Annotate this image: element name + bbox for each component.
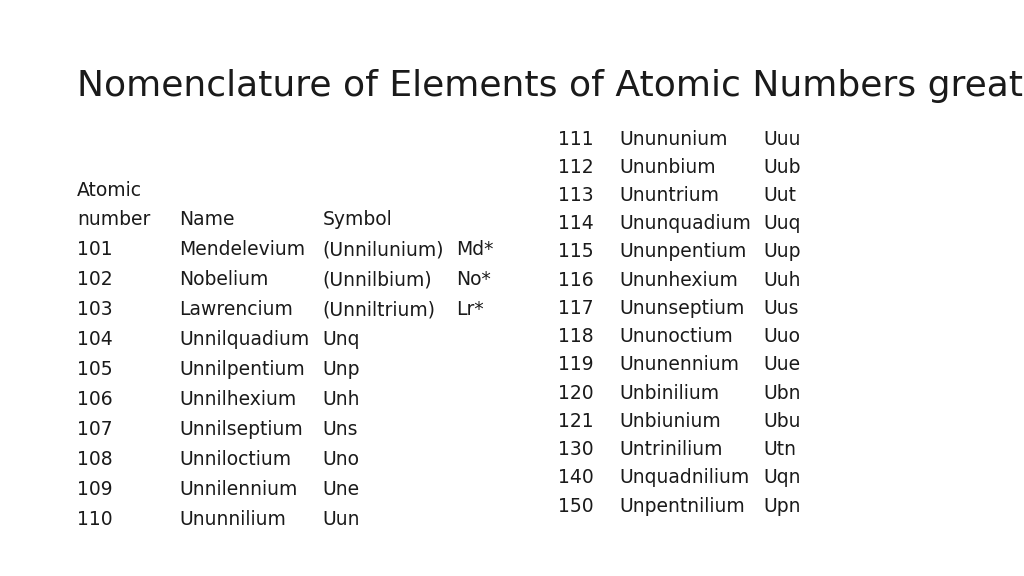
- Text: 108: 108: [77, 450, 113, 469]
- Text: Uus: Uus: [763, 299, 799, 318]
- Text: 119: 119: [558, 355, 594, 374]
- Text: Unbiunium: Unbiunium: [620, 412, 721, 431]
- Text: Unquadnilium: Unquadnilium: [620, 468, 750, 487]
- Text: Ununnilium: Ununnilium: [179, 510, 286, 529]
- Text: Unh: Unh: [323, 390, 360, 409]
- Text: 106: 106: [77, 390, 113, 409]
- Text: number: number: [77, 210, 151, 229]
- Text: 118: 118: [558, 327, 594, 346]
- Text: 116: 116: [558, 271, 594, 290]
- Text: Utn: Utn: [763, 440, 796, 459]
- Text: Name: Name: [179, 210, 234, 229]
- Text: Unnilseptium: Unnilseptium: [179, 420, 303, 439]
- Text: Lr*: Lr*: [456, 300, 483, 319]
- Text: 150: 150: [558, 497, 594, 516]
- Text: 117: 117: [558, 299, 594, 318]
- Text: Uuu: Uuu: [763, 130, 801, 149]
- Text: Ununseptium: Ununseptium: [620, 299, 744, 318]
- Text: Unnilpentium: Unnilpentium: [179, 360, 305, 379]
- Text: 140: 140: [558, 468, 594, 487]
- Text: Uun: Uun: [323, 510, 360, 529]
- Text: (Unnilbium): (Unnilbium): [323, 270, 432, 289]
- Text: Unnilhexium: Unnilhexium: [179, 390, 297, 409]
- Text: Nobelium: Nobelium: [179, 270, 268, 289]
- Text: Mendelevium: Mendelevium: [179, 240, 305, 259]
- Text: 130: 130: [558, 440, 594, 459]
- Text: 120: 120: [558, 384, 594, 403]
- Text: Ubn: Ubn: [763, 384, 801, 403]
- Text: Unpentnilium: Unpentnilium: [620, 497, 745, 516]
- Text: Uue: Uue: [763, 355, 800, 374]
- Text: Md*: Md*: [456, 240, 493, 259]
- Text: 101: 101: [77, 240, 113, 259]
- Text: Uut: Uut: [763, 186, 796, 205]
- Text: Atomic: Atomic: [77, 181, 141, 200]
- Text: 102: 102: [77, 270, 113, 289]
- Text: Ununbium: Ununbium: [620, 158, 716, 177]
- Text: Upn: Upn: [763, 497, 801, 516]
- Text: Unbinilium: Unbinilium: [620, 384, 720, 403]
- Text: Unp: Unp: [323, 360, 360, 379]
- Text: Uqn: Uqn: [763, 468, 801, 487]
- Text: (Unniltrium): (Unniltrium): [323, 300, 435, 319]
- Text: Ununquadium: Ununquadium: [620, 214, 752, 233]
- Text: Une: Une: [323, 480, 359, 499]
- Text: Ubu: Ubu: [763, 412, 801, 431]
- Text: Ununpentium: Ununpentium: [620, 242, 746, 262]
- Text: Uuh: Uuh: [763, 271, 801, 290]
- Text: Unniloctium: Unniloctium: [179, 450, 291, 469]
- Text: Uub: Uub: [763, 158, 801, 177]
- Text: (Unnilunium): (Unnilunium): [323, 240, 444, 259]
- Text: Uuq: Uuq: [763, 214, 801, 233]
- Text: 103: 103: [77, 300, 113, 319]
- Text: 121: 121: [558, 412, 594, 431]
- Text: Symbol: Symbol: [323, 210, 392, 229]
- Text: Nomenclature of Elements of Atomic Numbers greater than 100: Nomenclature of Elements of Atomic Numbe…: [77, 69, 1024, 103]
- Text: 111: 111: [558, 130, 594, 149]
- Text: Unununium: Unununium: [620, 130, 728, 149]
- Text: 115: 115: [558, 242, 594, 262]
- Text: 107: 107: [77, 420, 113, 439]
- Text: 113: 113: [558, 186, 594, 205]
- Text: 105: 105: [77, 360, 113, 379]
- Text: Ununhexium: Ununhexium: [620, 271, 738, 290]
- Text: 110: 110: [77, 510, 113, 529]
- Text: 104: 104: [77, 330, 113, 349]
- Text: Uup: Uup: [763, 242, 801, 262]
- Text: Unq: Unq: [323, 330, 360, 349]
- Text: Untrinilium: Untrinilium: [620, 440, 723, 459]
- Text: 109: 109: [77, 480, 113, 499]
- Text: Uno: Uno: [323, 450, 359, 469]
- Text: Unnilennium: Unnilennium: [179, 480, 298, 499]
- Text: No*: No*: [456, 270, 490, 289]
- Text: 112: 112: [558, 158, 594, 177]
- Text: Uuo: Uuo: [763, 327, 800, 346]
- Text: Ununoctium: Ununoctium: [620, 327, 733, 346]
- Text: Uns: Uns: [323, 420, 358, 439]
- Text: Ununtrium: Ununtrium: [620, 186, 720, 205]
- Text: Ununennium: Ununennium: [620, 355, 739, 374]
- Text: 114: 114: [558, 214, 594, 233]
- Text: Unnilquadium: Unnilquadium: [179, 330, 309, 349]
- Text: Lawrencium: Lawrencium: [179, 300, 293, 319]
